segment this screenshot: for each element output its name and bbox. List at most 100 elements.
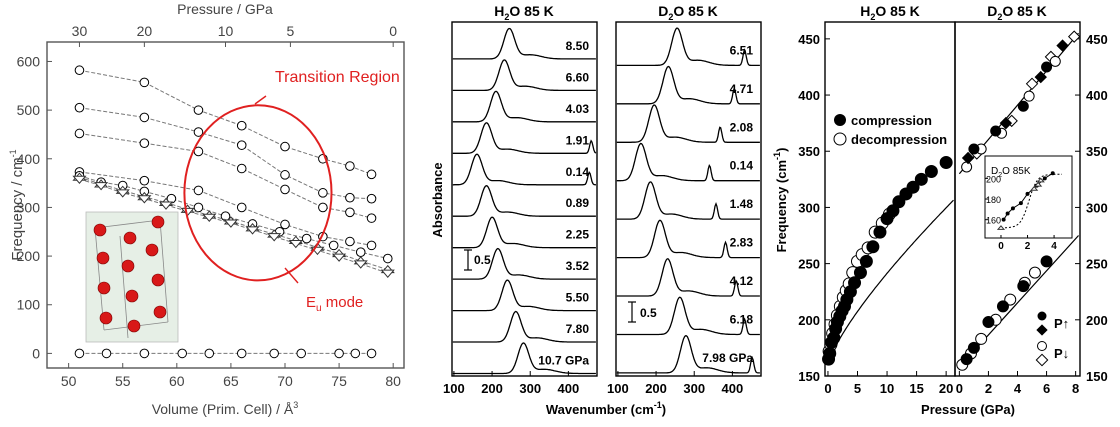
pressure-label: 2.08 [730,120,754,134]
data-point [236,348,247,359]
inset-plot: D2O 85K 0 2 4 160 180 200 [984,155,1073,252]
y-tick-label: 200 [1086,313,1108,328]
pressure-label: 5.50 [566,291,590,305]
compression-diamond [1034,70,1047,84]
compression-point [859,254,873,268]
atom [127,319,141,333]
inset-point [1025,191,1030,196]
series-line [79,132,372,219]
data-point [74,102,85,113]
data-point [355,247,366,257]
decompression-point [1028,266,1041,279]
compression-point [914,172,928,186]
pressure-label: 0.14 [566,165,590,179]
x-tick-label: 65 [223,373,239,389]
spectrum-trace [616,258,760,297]
inset-point [1042,176,1047,181]
compression-point [823,347,837,361]
inset-point [1018,201,1023,206]
compression-point [873,225,887,239]
atom [125,289,139,303]
data-point [280,170,290,180]
atom [151,215,165,229]
y-tick-label: 600 [17,53,41,69]
pressure-label: 2.25 [566,228,590,242]
spectrum-trace [452,59,596,92]
data-point [158,201,174,210]
atom [121,259,135,273]
panel-d-y-axis-label: Frequency (cm-1) [772,148,789,253]
decompression-point [1049,55,1061,67]
panel-a-y-axis-label: Frequency / cm-1 [8,149,26,260]
spectrum-trace [616,219,760,259]
x-tick-label: 0 [956,381,963,396]
atom [151,273,165,287]
y-tick-label: 200 [17,248,41,264]
data-point [366,240,377,251]
y-tick-label: 150 [1086,369,1108,384]
top-axis-label: Pressure / GPa [177,1,273,17]
svg-text:0.5: 0.5 [474,253,491,267]
spectrum-trace [452,216,596,249]
x-tick-label: 100 [443,381,465,396]
compression-point [886,204,900,218]
top-tick-label: 0 [389,23,397,39]
y-tick-label: 400 [17,151,41,167]
compression-diamond [961,151,975,165]
p-up-legend: P↑ [1036,311,1069,336]
y-tick-label: 100 [17,297,41,313]
mode-arrow [284,267,299,284]
data-point [345,161,355,171]
panel-c-frame [615,21,762,377]
decompression-point [975,332,988,345]
x-tick-label: 20 [939,381,953,396]
spectrum-trace [616,296,760,336]
x-tick-label: 10 [880,381,894,396]
atom [93,223,107,237]
decompression-point [1004,293,1017,306]
inset-point [1001,217,1006,222]
spectrum-trace [452,27,596,60]
compression-point [1017,280,1030,293]
y-tick-label: 350 [1086,144,1108,159]
svg-text:P↓: P↓ [1054,346,1069,361]
data-point [101,348,112,359]
compression-point [1041,61,1053,73]
p-down-legend: P↓ [1035,341,1069,367]
top-tick-label: 20 [137,23,153,39]
inset-title: D2O 85K [991,166,1031,179]
data-point [318,202,328,213]
compression-point [982,316,995,329]
spectrum-trace [616,65,760,105]
svg-text:P↑: P↑ [1054,316,1069,331]
x-tick-label: 300 [519,381,541,396]
pressure-label: 7.98 GPa [702,351,753,365]
atom [99,311,113,325]
spectrum-trace [616,142,760,182]
wavenumber-axis-label: Wavenumber (cm-1) [546,400,666,417]
inset-x-tick-label: 0 [998,241,1004,252]
decompression-point [961,161,973,173]
y-tick-label: 300 [17,199,41,215]
y-tick-label: 300 [798,200,820,215]
spectrum-trace [452,122,597,154]
data-point [382,253,393,264]
pressure-axis-label: Pressure (GPa) [921,402,1015,417]
panel-d-frame [824,21,956,377]
compression-point [906,180,920,194]
x-tick-label: 300 [683,381,705,396]
pressure-label: 4.71 [730,82,754,96]
pressure-label: 4.03 [566,102,590,116]
data-point [94,182,109,191]
data-point [332,253,347,262]
data-point [345,236,355,247]
compression-diamond [1056,39,1069,52]
atom [145,243,159,257]
inset-y-tick-label: 180 [986,195,1001,205]
compression-point [990,125,1002,137]
y-tick-label: 150 [798,369,820,384]
pressure-label: 6.60 [566,70,590,84]
data-point [301,233,312,244]
svg-text:0.5: 0.5 [640,306,657,320]
